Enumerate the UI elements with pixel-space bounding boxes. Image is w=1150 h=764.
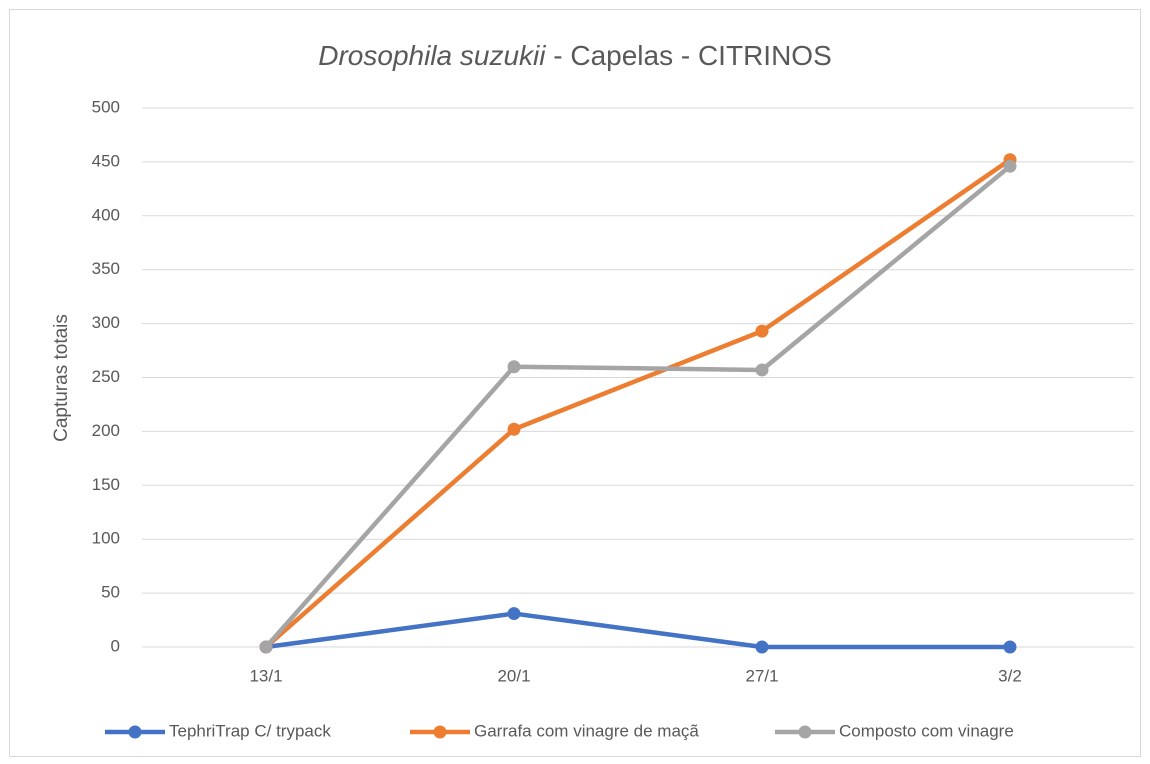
chart-title: Drosophila suzukii - Capelas - CITRINOS	[318, 40, 832, 71]
point	[755, 363, 769, 377]
y-tick-label: 500	[92, 97, 120, 116]
y-tick-label: 300	[92, 313, 120, 332]
y-tick-label: 200	[92, 421, 120, 440]
point	[755, 640, 769, 654]
x-tick-label: 20/1	[497, 666, 530, 685]
y-tick-label: 100	[92, 529, 120, 548]
y-axis-label: Capturas totais	[51, 314, 72, 442]
point	[755, 324, 769, 338]
title-rest: - Capelas - CITRINOS	[545, 40, 831, 71]
y-tick-label: 450	[92, 151, 120, 170]
legend-label: Garrafa com vinagre de maçã	[474, 721, 699, 740]
y-tick-label: 50	[101, 583, 120, 602]
point	[507, 360, 521, 374]
legend-label: Composto com vinagre	[839, 721, 1014, 740]
point	[507, 422, 521, 436]
point	[507, 607, 521, 621]
legend-marker	[798, 725, 812, 739]
series-line	[265, 611, 1010, 650]
chart-frame	[9, 9, 1141, 757]
point	[1003, 159, 1017, 173]
legend-marker	[128, 725, 142, 739]
legend-marker	[433, 725, 447, 739]
series-line	[264, 164, 1012, 649]
title-italic: Drosophila suzukii	[318, 40, 546, 71]
legend-label: TephriTrap C/ trypack	[169, 721, 331, 740]
x-tick-label: 27/1	[745, 666, 778, 685]
y-tick-label: 350	[92, 259, 120, 278]
point	[1003, 640, 1017, 654]
y-tick-label: 150	[92, 475, 120, 494]
x-tick-label: 13/1	[249, 666, 282, 685]
point	[259, 640, 273, 654]
y-tick-label: 250	[92, 367, 120, 386]
y-tick-label: 400	[92, 205, 120, 224]
series-line	[264, 157, 1012, 649]
y-tick-label: 0	[111, 636, 120, 655]
x-tick-label: 3/2	[998, 666, 1022, 685]
